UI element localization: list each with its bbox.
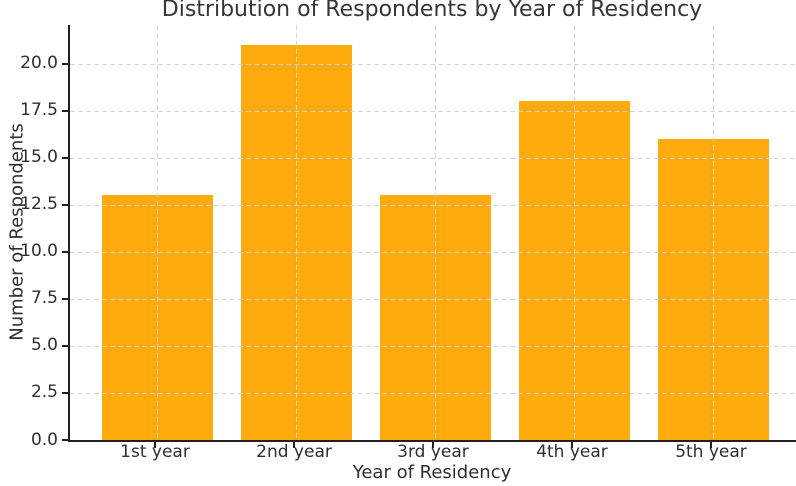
gridline-horizontal <box>70 157 796 159</box>
x-tick-label: 3rd year <box>397 442 469 462</box>
x-tick-label: 1st year <box>120 442 190 462</box>
x-axis-label: Year of Residency <box>352 462 512 483</box>
y-axis-tick <box>62 156 68 159</box>
y-tick-label: 20.0 <box>20 53 58 74</box>
chart-title: Distribution of Respondents by Year of R… <box>161 0 703 22</box>
y-tick-label: 17.5 <box>20 100 58 121</box>
x-axis-tick <box>154 442 156 448</box>
y-axis-tick <box>62 297 68 300</box>
x-tick-label: 2nd year <box>256 442 332 462</box>
y-axis-tick <box>62 439 68 441</box>
plot-area <box>68 25 796 442</box>
gridline-vertical <box>574 25 575 440</box>
x-axis-tick <box>432 442 434 448</box>
gridline-horizontal <box>70 251 796 253</box>
y-tick-label: 7.5 <box>30 288 58 309</box>
gridline-vertical <box>296 25 297 440</box>
y-tick-label: 5.0 <box>30 335 58 356</box>
y-axis-tick <box>62 344 68 347</box>
y-axis-tick <box>62 62 68 65</box>
gridline-vertical <box>157 25 158 440</box>
y-axis-tick <box>62 109 68 112</box>
y-tick-label: 2.5 <box>30 382 58 403</box>
gridline-horizontal <box>70 392 796 394</box>
y-tick-label: 15.0 <box>20 147 58 168</box>
gridline-horizontal <box>70 63 796 65</box>
x-axis-tick <box>710 442 712 448</box>
x-axis-tick <box>571 442 573 448</box>
x-axis-tick <box>293 442 295 448</box>
x-tick-label: 4th year <box>536 442 608 462</box>
gridline-horizontal <box>70 204 796 206</box>
y-axis-tick <box>62 391 68 394</box>
x-tick-label: 5th year <box>675 442 747 462</box>
y-axis-tick <box>62 250 68 253</box>
gridline-vertical <box>713 25 714 440</box>
y-tick-label: 0.0 <box>30 429 58 450</box>
y-tick-label: 12.5 <box>20 194 58 215</box>
y-tick-label: 10.0 <box>20 241 58 262</box>
gridline-horizontal <box>70 298 796 300</box>
gridline-vertical <box>435 25 436 440</box>
gridline-horizontal <box>70 345 796 347</box>
gridline-horizontal <box>70 110 796 112</box>
y-axis-tick <box>62 203 68 206</box>
